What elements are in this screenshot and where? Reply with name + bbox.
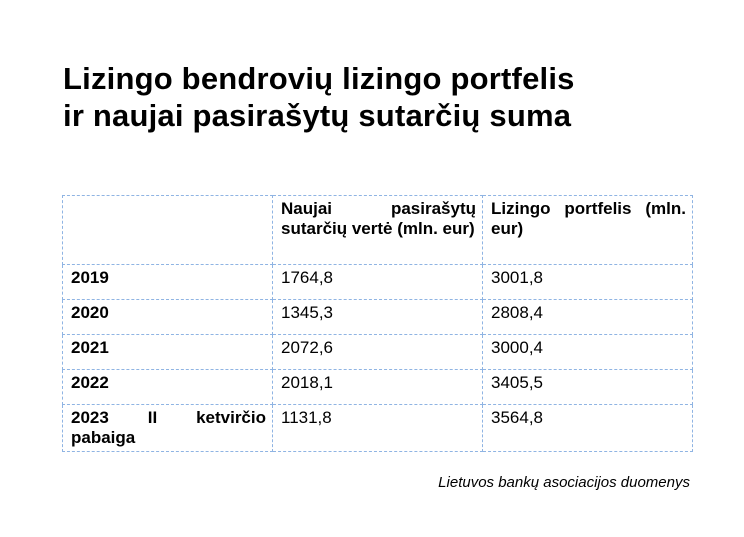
value-cell: 3564,8 bbox=[482, 404, 693, 452]
row-label: 2022 bbox=[62, 369, 273, 405]
title-line: ir naujai pasirašytų sutarčių suma bbox=[63, 98, 572, 133]
value-cell: 1345,3 bbox=[272, 299, 483, 335]
value-cell: 1764,8 bbox=[272, 264, 483, 300]
value-cell: 3001,8 bbox=[482, 264, 693, 300]
header-cell bbox=[62, 195, 273, 265]
table-row: 2019 1764,8 3001,8 bbox=[62, 264, 693, 300]
value-cell: 2808,4 bbox=[482, 299, 693, 335]
row-label: 2020 bbox=[62, 299, 273, 335]
value-cell: 2018,1 bbox=[272, 369, 483, 405]
row-label: 2021 bbox=[62, 334, 273, 370]
header-cell: Lizingo portfelis (mln. eur) bbox=[482, 195, 693, 265]
source-note: Lietuvos bankų asociacijos duomenys bbox=[438, 474, 690, 491]
value-cell: 1131,8 bbox=[272, 404, 483, 452]
title-line: Lizingo bendrovių lizingo portfelis bbox=[63, 61, 575, 96]
data-table: Naujai pasirašytų sutarčių vertė (mln. e… bbox=[62, 195, 693, 452]
table-row: 2020 1345,3 2808,4 bbox=[62, 299, 693, 335]
table-body: 2019 1764,8 3001,8 2020 1345,3 2808,4 2021 2072… bbox=[62, 264, 693, 452]
row-label: 2023 II ketvirčio pabaiga bbox=[62, 404, 273, 452]
value-cell: 3000,4 bbox=[482, 334, 693, 370]
title: Lizingo bendrovių lizingo portfelis ir n… bbox=[63, 60, 575, 134]
header-row: Naujai pasirašytų sutarčių vertė (mln. e… bbox=[62, 195, 693, 265]
header-cell: Naujai pasirašytų sutarčių vertė (mln. e… bbox=[272, 195, 483, 265]
value-cell: 2072,6 bbox=[272, 334, 483, 370]
table-row: 2021 2072,6 3000,4 bbox=[62, 334, 693, 370]
table-row: 2023 II ketvirčio pabaiga 1131,8 3564,8 bbox=[62, 404, 693, 452]
value-cell: 3405,5 bbox=[482, 369, 693, 405]
row-label: 2019 bbox=[62, 264, 273, 300]
table-row: 2022 2018,1 3405,5 bbox=[62, 369, 693, 405]
